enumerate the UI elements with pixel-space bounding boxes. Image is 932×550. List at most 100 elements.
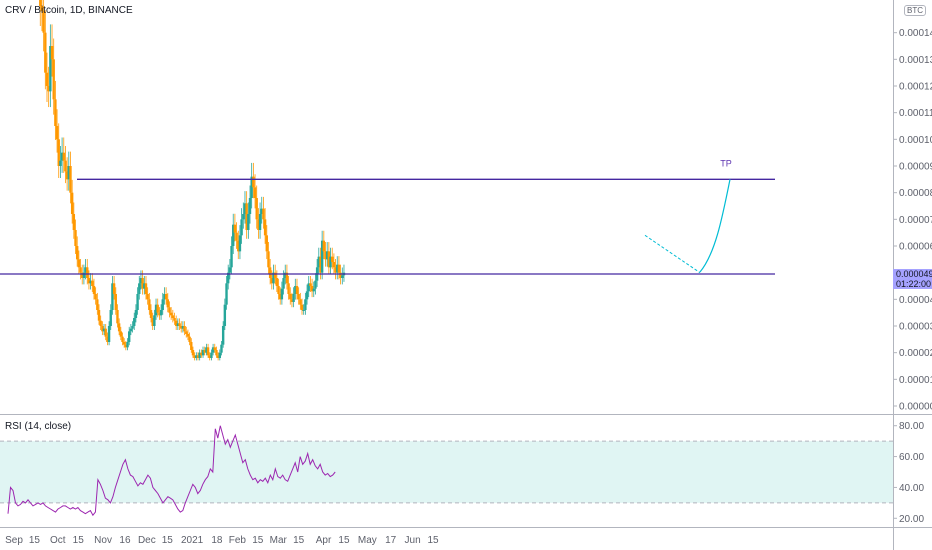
candle-body [320, 240, 324, 273]
x-tick-label: 18 [211, 535, 223, 546]
candle-body [307, 283, 310, 292]
y-tick-label: 0.0000200 [899, 348, 932, 359]
rsi-axis: 20.00 40.00 60.00 80.00 [893, 421, 924, 525]
projection [644, 179, 731, 274]
candle-body [168, 307, 171, 313]
candle-body [294, 286, 297, 294]
y-tick-label: 0.0000600 [899, 242, 932, 253]
currency-badge[interactable]: BTC [904, 5, 926, 16]
candle-body [225, 283, 228, 305]
candle-body [247, 214, 250, 230]
candle-body [136, 294, 139, 310]
candle-body [334, 267, 337, 273]
candle-body [290, 299, 294, 302]
candle-body [248, 198, 252, 214]
x-tick-label: Jun [405, 535, 421, 546]
candle-body [245, 203, 248, 230]
candle-body [161, 299, 164, 310]
x-tick-label: Oct [50, 535, 66, 546]
candle-body [310, 286, 314, 292]
candle-body [171, 315, 175, 318]
candle-body [279, 294, 282, 300]
candle-body [240, 219, 243, 236]
candle-body [57, 139, 60, 166]
candle-body [50, 46, 54, 60]
chart-title: CRV / Bitcoin, 1D, BINANCE [5, 5, 133, 16]
candle-body [163, 294, 166, 300]
candle-body [49, 46, 52, 92]
candle-body [260, 208, 263, 214]
x-tick-label: 15 [29, 535, 41, 546]
candle-body [91, 280, 94, 286]
candle-body [250, 176, 253, 198]
candle-body [329, 256, 332, 268]
x-tick-label: 15 [338, 535, 350, 546]
candle-body [138, 283, 141, 294]
wedge-line [644, 234, 701, 274]
rsi-tick-label: 20.00 [899, 514, 924, 525]
countdown: 01:22:00 [896, 279, 932, 289]
candle-body [153, 315, 156, 326]
candle-body [233, 224, 237, 233]
candle-body [99, 320, 102, 326]
candle-body [337, 264, 341, 273]
rsi-tick-label: 80.00 [899, 421, 924, 432]
y-tick-label: 0.0000800 [899, 188, 932, 199]
candle-body [243, 203, 247, 214]
y-tick-label: 0.0000400 [899, 295, 932, 306]
x-tick-label: Sep [5, 535, 23, 546]
candle-body [176, 323, 180, 326]
candle-body [158, 312, 161, 316]
candle-body [275, 278, 279, 286]
candle-body [97, 310, 101, 321]
candle-body [341, 275, 344, 278]
candle-body [42, 11, 45, 33]
candle-body [203, 350, 206, 353]
candle-body [332, 262, 336, 268]
candle-body [44, 32, 47, 73]
candle-body [255, 198, 258, 220]
y-tick-label: 0.0000900 [899, 162, 932, 173]
candle-body [149, 310, 153, 318]
candle-body [96, 299, 99, 310]
candle-body [67, 166, 71, 180]
candle-body [54, 99, 57, 126]
x-tick-label: Nov [94, 535, 112, 546]
candle-body [101, 326, 104, 332]
candle-body [144, 283, 148, 294]
candle-body [272, 272, 275, 284]
candle-body [129, 328, 133, 332]
x-tick-label: Apr [316, 535, 332, 546]
time-axis[interactable]: Sep 15 Oct 15 Nov 16 Dec 15 2021 18 Feb 15 Mar 15 Apr 1… [5, 535, 439, 546]
chart-labels: TP RSI (14, close) [5, 158, 732, 432]
last-price-tag: 0.0000498 01:22:00 [893, 269, 932, 289]
x-tick-label: 17 [385, 535, 397, 546]
candle-body [295, 286, 299, 294]
candle-body [220, 344, 223, 353]
rsi-band [0, 440, 893, 504]
rsi-band-fill [0, 441, 893, 503]
price-axis[interactable]: 0.0000000 0.0000100 0.0000200 0.0000300 0.00… [893, 28, 932, 413]
candle-body [277, 286, 280, 294]
candle-body [336, 264, 339, 273]
candle-body [111, 283, 114, 310]
candle-body [208, 355, 211, 358]
candle-body [81, 272, 84, 278]
candle-body [302, 310, 305, 311]
candle-body [87, 278, 91, 284]
candle-body [196, 355, 200, 358]
candle-body [284, 272, 287, 278]
horizontal-levels[interactable] [0, 178, 775, 275]
candle-body [112, 283, 116, 294]
candle-body [69, 166, 72, 193]
candle-body [206, 347, 210, 356]
candle-body [159, 310, 163, 316]
x-tick-label: May [358, 535, 377, 546]
candle-body [134, 310, 138, 318]
candle-body [185, 331, 188, 334]
candle-body [133, 318, 136, 326]
candle-body [40, 6, 44, 12]
candle-body [166, 299, 169, 308]
candle-body [174, 320, 178, 326]
